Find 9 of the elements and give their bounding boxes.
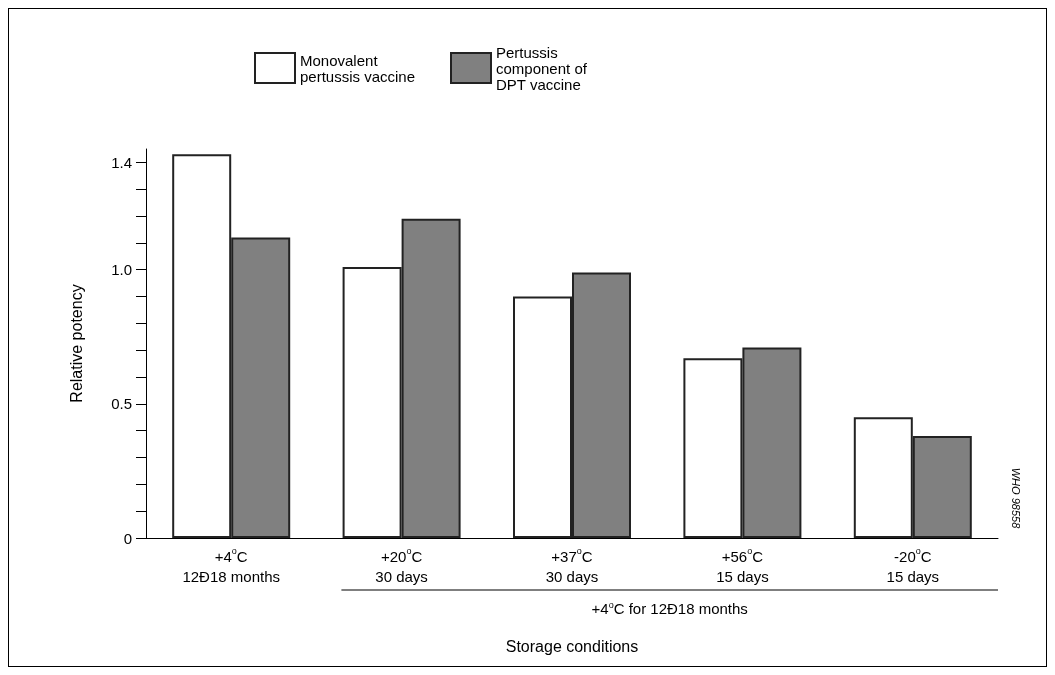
legend-label: Monovalent pertussis vaccine bbox=[300, 51, 416, 85]
text: WHO 98558 bbox=[1010, 467, 1022, 530]
y-tick-label: 0.5 bbox=[111, 395, 132, 413]
y-tick-label: 1.4 bbox=[111, 153, 132, 171]
y-axis-title: Relative potency bbox=[67, 284, 85, 403]
y-tick-label: 1.0 bbox=[111, 261, 132, 279]
legend-label: Pertussis component of DPT vaccine bbox=[496, 43, 592, 93]
y-tick-label: 0 bbox=[123, 529, 132, 547]
x-axis-title: Storage conditions bbox=[505, 637, 639, 655]
